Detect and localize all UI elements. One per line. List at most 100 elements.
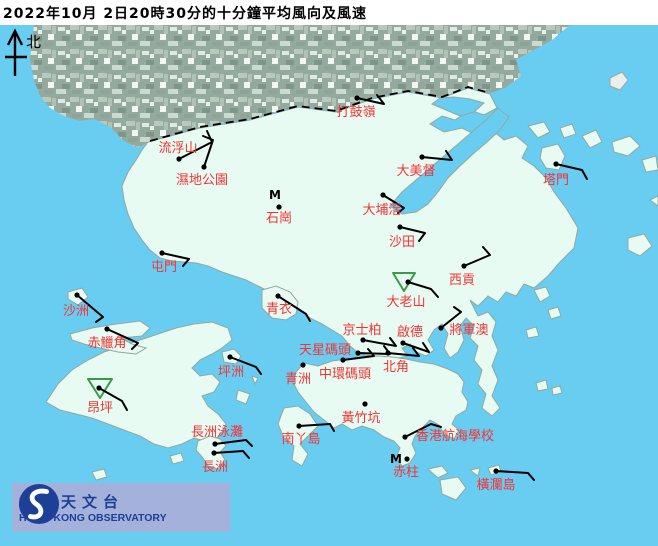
north-label: 北 — [26, 33, 41, 51]
wind-barb — [98, 387, 128, 411]
wind-barb — [382, 194, 405, 214]
station-label[interactable]: 黃竹坑 — [341, 411, 380, 426]
station-dot[interactable] — [400, 340, 406, 346]
wind-barb — [407, 281, 439, 298]
station-label[interactable]: 橫瀾島 — [476, 478, 515, 493]
station-label[interactable]: 天星碼頭 — [299, 343, 351, 358]
station-label[interactable]: 啟德 — [397, 325, 423, 340]
station-label[interactable]: 昂坪 — [87, 401, 113, 416]
airport-island — [69, 320, 151, 355]
station-dot[interactable] — [176, 156, 182, 162]
triangle-marker — [87, 378, 113, 399]
wind-barb — [402, 342, 430, 353]
station-dot[interactable] — [405, 279, 411, 285]
wind-barb — [214, 439, 253, 447]
station-dot[interactable] — [354, 95, 360, 101]
station-label[interactable]: 北角 — [383, 360, 409, 375]
starling-inlet — [431, 96, 486, 117]
station-label[interactable]: 濕地公園 — [176, 173, 228, 188]
station-label[interactable]: 將軍澳 — [449, 322, 488, 338]
station-label[interactable]: 沙洲 — [63, 304, 89, 319]
hko-logo-icon — [18, 483, 60, 525]
station-label[interactable]: 長洲 — [202, 460, 228, 475]
station-label[interactable]: 屯門 — [151, 260, 177, 275]
station-dot[interactable] — [360, 337, 366, 343]
outlying-islands — [67, 71, 658, 501]
station-label[interactable]: 大埔滘 — [362, 203, 401, 218]
m-marker: M — [390, 452, 402, 466]
station-dot[interactable] — [404, 456, 410, 462]
station-label[interactable]: 赤鱲角 — [87, 336, 126, 351]
station-label[interactable]: 塔門 — [543, 173, 569, 188]
station-dot[interactable] — [276, 204, 282, 210]
station-dot[interactable] — [438, 325, 444, 331]
station-dot[interactable] — [211, 450, 217, 456]
wind-barb — [495, 470, 535, 481]
station-dot[interactable] — [227, 354, 233, 360]
wind-barb — [387, 347, 420, 357]
station-dot[interactable] — [340, 357, 346, 363]
wind-barb — [555, 163, 588, 180]
station-dot[interactable] — [397, 224, 403, 230]
wind-barb — [229, 356, 262, 375]
wind-barb — [106, 328, 139, 350]
station-dot[interactable] — [104, 326, 110, 332]
hong-kong-island — [292, 355, 469, 467]
wind-barb — [421, 150, 453, 161]
station-label[interactable]: 西貢 — [449, 273, 475, 288]
station-dot[interactable] — [296, 423, 302, 429]
station-label[interactable]: 坪洲 — [218, 365, 244, 380]
station-dot[interactable] — [212, 441, 218, 447]
wind-barb — [202, 135, 214, 168]
m-marker: M — [269, 188, 281, 202]
station-label[interactable]: 赤柱 — [393, 465, 419, 480]
station-dot[interactable] — [201, 164, 207, 170]
wind-barb — [356, 94, 385, 105]
tolo-harbour — [389, 107, 510, 215]
station-dot[interactable] — [461, 263, 467, 269]
station-label[interactable]: 京士柏 — [342, 323, 381, 338]
station-label[interactable]: 香港航海學校 — [416, 428, 494, 444]
wind-barb — [342, 348, 375, 361]
lantau-island — [45, 321, 233, 449]
station-dot[interactable] — [300, 362, 306, 368]
title-bar: 2022年10月 2日20時30分的十分鐘平均風向及風速 — [0, 0, 658, 25]
station-dot[interactable] — [380, 192, 386, 198]
station-dot[interactable] — [419, 154, 425, 160]
wind-barb — [404, 423, 442, 438]
station-label[interactable]: 青衣 — [266, 301, 292, 317]
station-label[interactable]: 青洲 — [285, 372, 311, 387]
wind-barb — [298, 423, 335, 432]
mainland — [30, 25, 570, 148]
station-label[interactable]: 南丫島 — [281, 431, 320, 447]
station-dot[interactable] — [362, 401, 368, 407]
station-dot[interactable] — [74, 292, 80, 298]
station-dot[interactable] — [96, 385, 102, 391]
wind-barb — [362, 337, 397, 347]
station-label[interactable]: 石崗 — [266, 211, 292, 226]
station-dot[interactable] — [553, 161, 559, 167]
station-label[interactable]: 流浮山 — [158, 141, 197, 156]
station-label[interactable]: 沙田 — [389, 235, 415, 250]
hko-logo: 香港天文台 HONG KONG OBSERVATORY — [12, 483, 230, 532]
tsing-yi-island — [261, 285, 299, 321]
station-dot[interactable] — [275, 293, 281, 299]
new-territories-kowloon — [121, 87, 579, 417]
wind-barb — [440, 306, 462, 329]
border-line — [149, 86, 491, 142]
station-dot[interactable] — [385, 350, 391, 356]
map-title: 2022年10月 2日20時30分的十分鐘平均風向及風速 — [3, 6, 368, 22]
station-label[interactable]: 長洲泳灘 — [191, 425, 243, 440]
north-arrow — [5, 28, 27, 76]
station-dot[interactable] — [493, 468, 499, 474]
station-dot[interactable] — [355, 350, 361, 356]
station-label[interactable]: 打鼓嶺 — [336, 105, 375, 120]
station-label[interactable]: 大美督 — [396, 164, 435, 179]
wind-barb — [463, 246, 491, 267]
wind-barb — [213, 450, 250, 459]
station-label[interactable]: 大老山 — [386, 295, 425, 310]
station-label[interactable]: 中環碼頭 — [319, 367, 371, 382]
station-dot[interactable] — [159, 250, 165, 256]
station-dot[interactable] — [402, 434, 408, 440]
